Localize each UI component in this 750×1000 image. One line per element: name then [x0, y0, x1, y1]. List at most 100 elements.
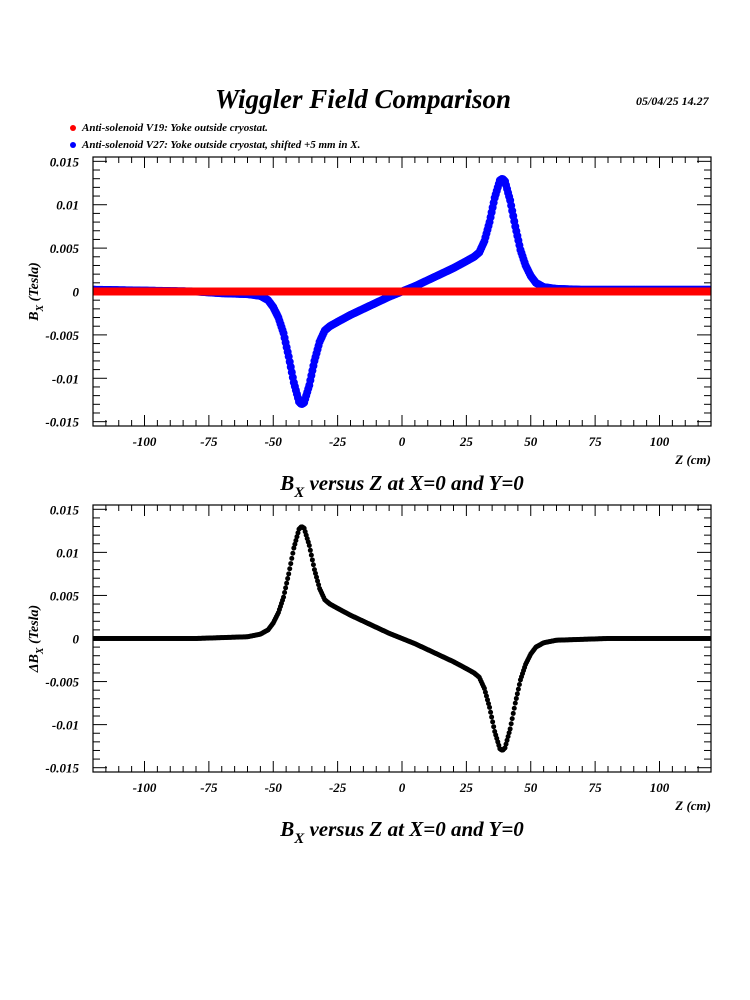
x-tick-label: -75	[200, 434, 218, 449]
data-point	[311, 567, 317, 573]
x-tick-label: 25	[459, 780, 474, 795]
data-point	[512, 700, 518, 706]
x-tick-label: -100	[133, 780, 157, 795]
plot-frame	[92, 156, 712, 427]
data-point	[310, 562, 316, 568]
data-point	[315, 578, 321, 584]
data-layer	[93, 175, 711, 408]
label-part: X	[35, 647, 46, 655]
data-point	[287, 566, 293, 572]
data-point	[705, 287, 711, 296]
x-tick-label: -25	[329, 780, 347, 795]
x-tick-label: -50	[265, 434, 283, 449]
plot-frame	[92, 504, 712, 773]
y-axis-label: BX (Tesla)	[27, 262, 46, 322]
y-tick-label: 0.005	[50, 241, 80, 256]
data-point	[502, 745, 508, 751]
x-tick-label: 75	[589, 780, 603, 795]
y-tick-label: -0.01	[52, 371, 79, 386]
y-tick-label: -0.005	[45, 675, 79, 690]
data-point	[290, 550, 296, 556]
chart-1: -100 -75 -50 -25 0 25 50 75 100 -0.015 -0.01 -0.005…	[27, 154, 712, 501]
x-tick-label: -50	[265, 780, 283, 795]
data-point	[504, 737, 510, 743]
series-difference	[93, 524, 711, 753]
y-tick-label: 0.015	[50, 154, 80, 169]
data-point	[488, 709, 494, 715]
x-tick-label: 100	[650, 434, 670, 449]
label-part: B	[279, 471, 294, 495]
data-point	[490, 719, 496, 725]
data-point	[510, 710, 516, 716]
data-point	[487, 704, 493, 710]
label-part: X	[35, 304, 46, 312]
timestamp: 05/04/25 14.27	[636, 94, 709, 108]
data-point	[513, 695, 519, 701]
y-tick-label: -0.015	[45, 761, 79, 776]
chart-2: -100 -75 -50 -25 0 25 50 75 100 -0.015 -0.01 -0.005…	[27, 502, 712, 847]
data-point	[486, 701, 492, 707]
data-point	[507, 726, 513, 732]
data-point	[506, 730, 512, 736]
y-tick-label: -0.015	[45, 415, 79, 430]
x-tick-label: 75	[589, 434, 603, 449]
data-point	[484, 697, 490, 703]
x-tick-label: -25	[329, 434, 347, 449]
data-point	[505, 734, 511, 740]
y-tick-label: 0.015	[50, 502, 80, 517]
label-part: (Tesla)	[27, 262, 42, 305]
page-title: Wiggler Field Comparison	[214, 84, 512, 114]
x-tick-label: 50	[524, 780, 538, 795]
data-point	[482, 689, 488, 695]
label-part: B	[27, 311, 42, 321]
data-point	[516, 681, 522, 687]
x-tick-label: -75	[200, 780, 218, 795]
data-point	[515, 686, 521, 692]
data-point	[281, 594, 287, 600]
data-point	[309, 557, 315, 563]
label-part: versus Z at X=0 and Y=0	[304, 817, 524, 841]
data-point	[307, 547, 313, 553]
data-point	[481, 685, 487, 691]
label-part: B	[279, 817, 294, 841]
data-point	[511, 705, 517, 711]
y-tick-label: 0	[73, 285, 80, 300]
legend-label: Anti-solenoid V27: Yoke outside cryostat…	[82, 139, 361, 151]
legend-marker-red	[70, 125, 76, 132]
label-part: X	[293, 485, 305, 501]
x-tick-label: 100	[650, 780, 670, 795]
x-axis-label: Z (cm)	[674, 798, 711, 813]
x-tick-label: 25	[459, 434, 474, 449]
x-tick-label: 0	[399, 780, 406, 795]
data-point	[293, 537, 299, 543]
data-point	[514, 691, 520, 697]
data-point	[286, 571, 292, 577]
data-point	[316, 582, 322, 588]
y-tick-label: 0	[73, 632, 80, 647]
data-point	[491, 724, 497, 730]
x-tick-label: 50	[524, 434, 538, 449]
data-point	[483, 693, 489, 699]
data-point	[283, 585, 289, 591]
x-tick-label: 0	[399, 434, 406, 449]
y-tick-label: 0.01	[56, 198, 79, 213]
data-point	[306, 542, 312, 548]
data-point	[308, 552, 314, 558]
label-part: ΔB	[27, 654, 42, 673]
x-tick-label: -100	[133, 434, 157, 449]
data-point	[292, 541, 298, 547]
y-tick-label: 0.005	[50, 588, 80, 603]
data-point	[503, 741, 509, 747]
data-point	[291, 545, 297, 551]
y-tick-label: 0.01	[56, 545, 79, 560]
legend-label: Anti-solenoid V19: Yoke outside cryostat…	[82, 122, 268, 134]
y-tick-label: -0.01	[52, 718, 79, 733]
data-point	[282, 590, 288, 596]
data-point	[295, 530, 301, 536]
label-part: versus Z at X=0 and Y=0	[304, 471, 524, 495]
chart-subtitle: BX versus Z at X=0 and Y=0	[279, 471, 524, 501]
legend-marker-blue	[70, 142, 76, 149]
data-point	[289, 555, 295, 561]
